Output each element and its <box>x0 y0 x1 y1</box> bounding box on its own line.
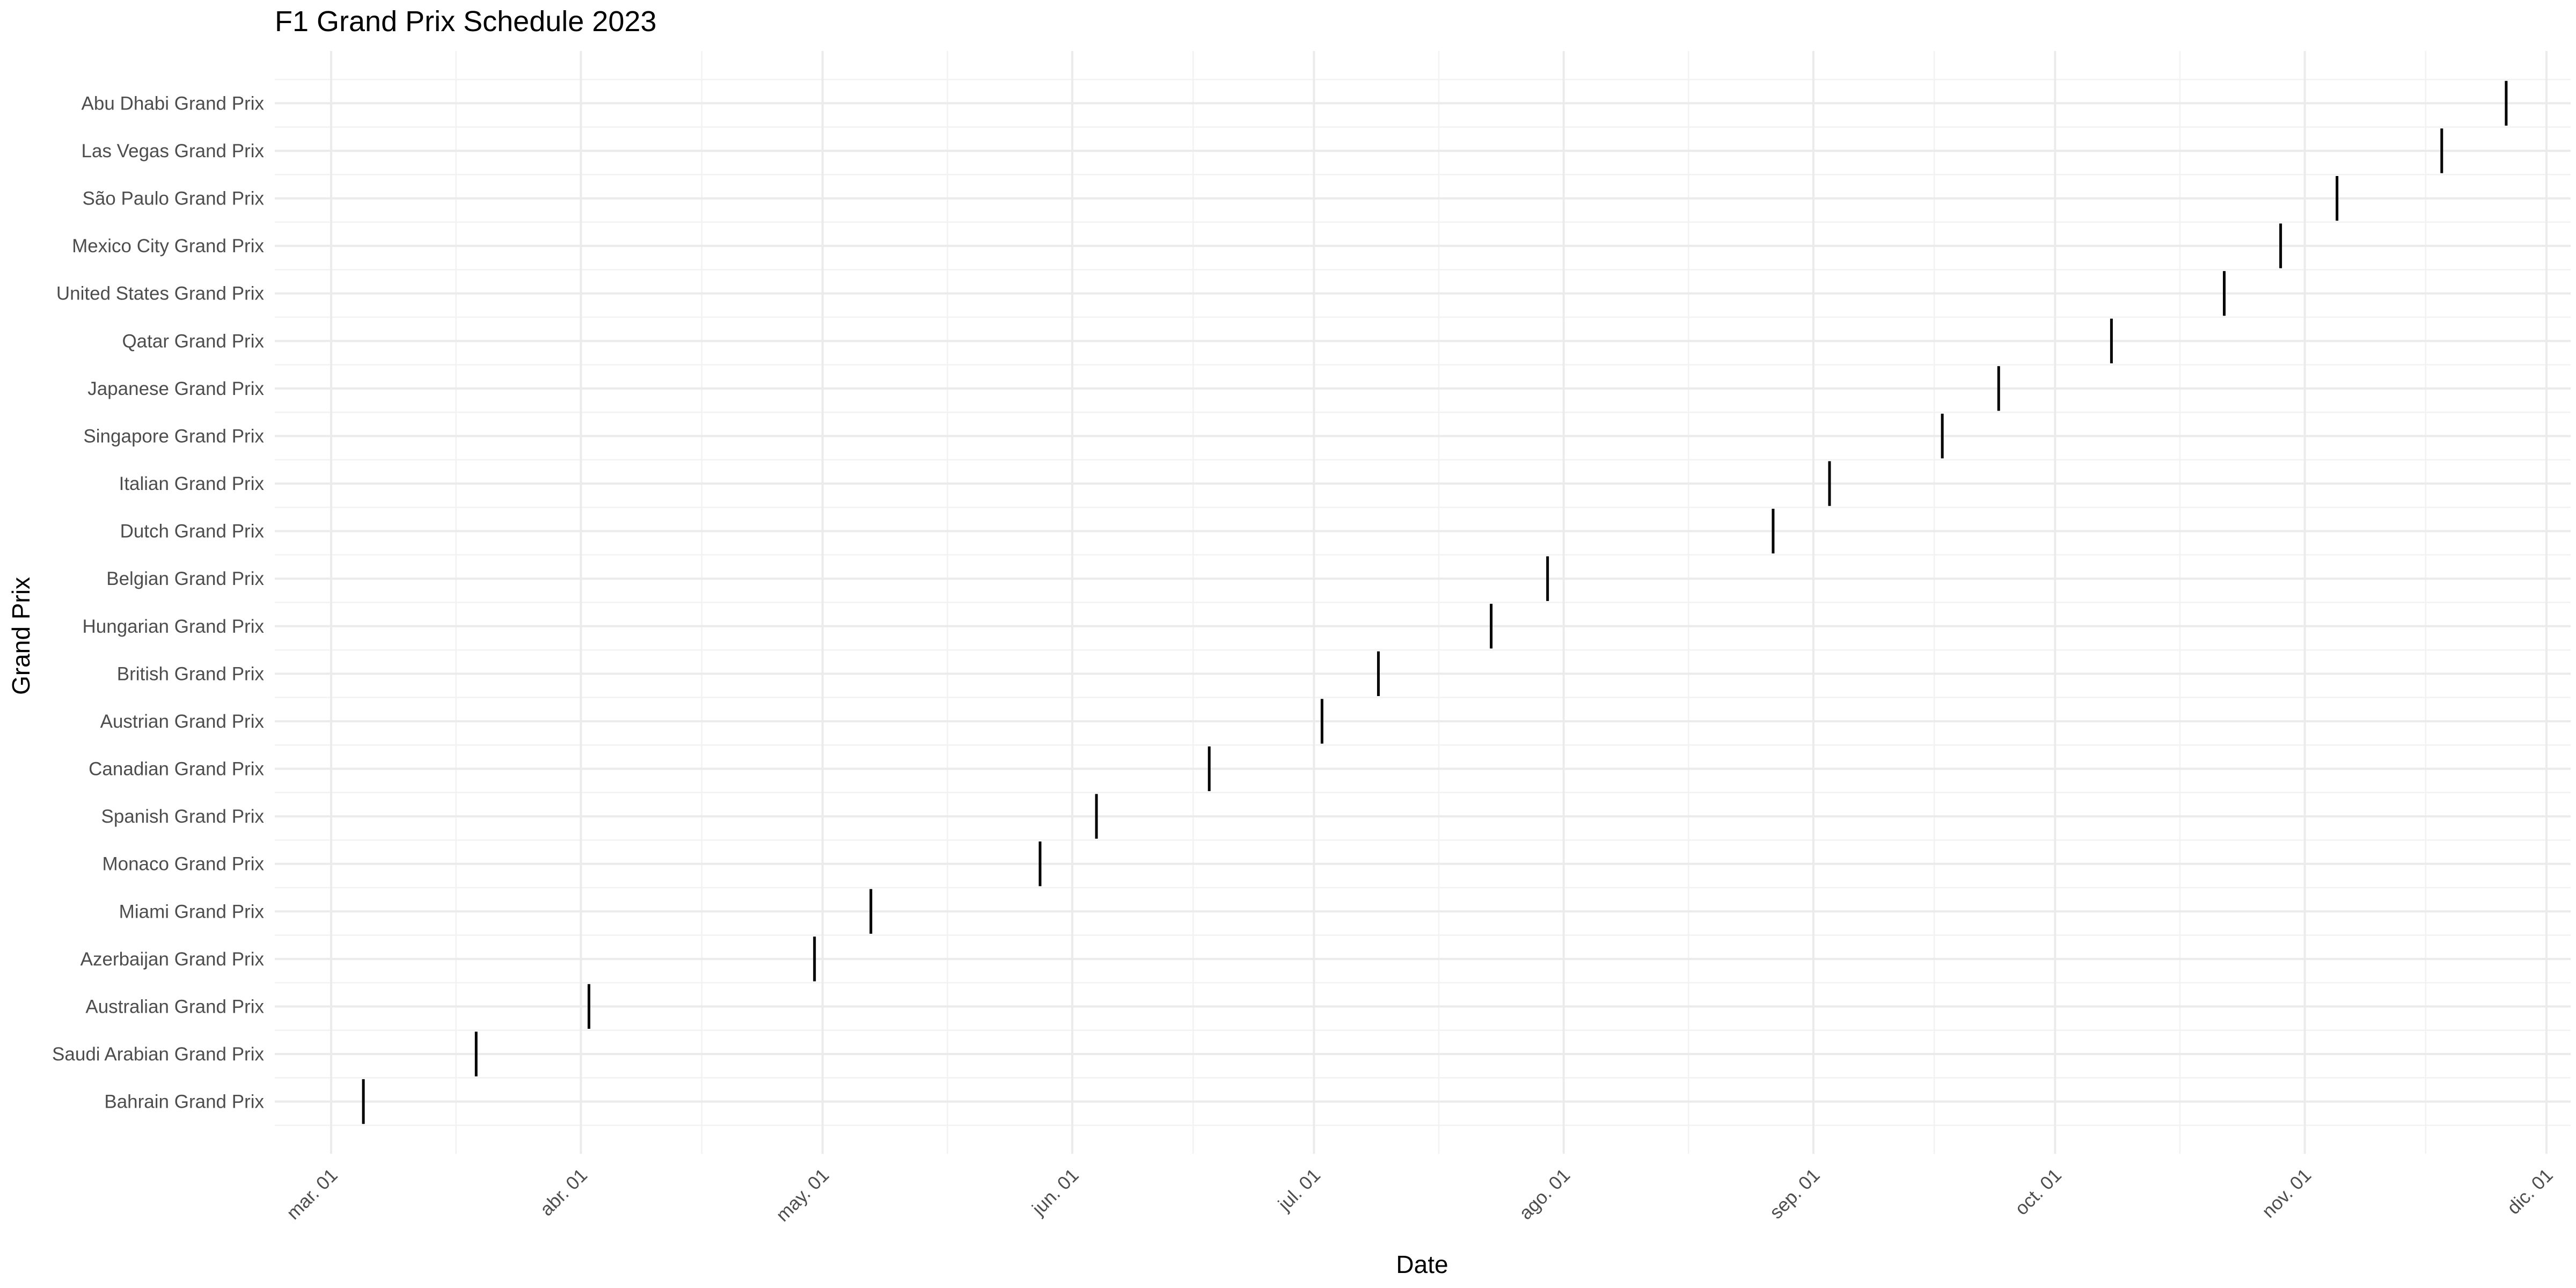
x-tick-label: jul. 01 <box>1274 1165 1324 1215</box>
x-tick-label: jun. 01 <box>1028 1165 1083 1220</box>
y-tick-label: Australian Grand Prix <box>85 996 264 1017</box>
x-axis-tick-labels: mar. 01 abr. 01 may. 01 jun. 01 jul. 01 ago. … <box>283 1165 2557 1226</box>
y-tick-label: Italian Grand Prix <box>119 473 265 494</box>
y-tick-label: Hungarian Grand Prix <box>83 616 265 637</box>
major-gridlines-x <box>330 51 2548 1154</box>
x-tick-label: may. 01 <box>772 1165 833 1226</box>
x-axis-title: Date <box>1396 1250 1448 1278</box>
race-date-marks <box>362 80 2508 1124</box>
y-tick-label: British Grand Prix <box>117 663 265 684</box>
x-tick-label: sep. 01 <box>1766 1165 1824 1223</box>
y-axis-title: Grand Prix <box>7 577 35 695</box>
y-axis-tick-labels: Bahrain Grand Prix Saudi Arabian Grand Pr… <box>52 93 264 1112</box>
y-tick-label: Miami Grand Prix <box>119 901 265 922</box>
y-tick-label: Japanese Grand Prix <box>87 378 264 399</box>
x-tick-label: abr. 01 <box>536 1165 591 1220</box>
y-tick-label: São Paulo Grand Prix <box>82 188 264 209</box>
y-tick-label: Singapore Grand Prix <box>83 426 264 447</box>
y-tick-label: Monaco Grand Prix <box>102 854 264 875</box>
y-tick-label: Canadian Grand Prix <box>89 759 264 780</box>
minor-gridlines-y <box>275 78 2571 1126</box>
y-tick-label: Saudi Arabian Grand Prix <box>52 1044 264 1065</box>
x-tick-label: ago. 01 <box>1515 1165 1574 1224</box>
y-tick-label: United States Grand Prix <box>56 283 265 304</box>
y-tick-label: Las Vegas Grand Prix <box>82 141 265 162</box>
chart-title: F1 Grand Prix Schedule 2023 <box>275 5 656 38</box>
x-tick-label: oct. 01 <box>2011 1165 2066 1219</box>
x-tick-label: mar. 01 <box>283 1165 342 1224</box>
major-gridlines-y <box>275 102 2571 1103</box>
y-tick-label: Azerbaijan Grand Prix <box>80 949 265 970</box>
y-tick-label: Dutch Grand Prix <box>120 521 265 542</box>
x-tick-label: nov. 01 <box>2258 1165 2315 1222</box>
x-tick-label: dic. 01 <box>2503 1165 2557 1218</box>
y-tick-label: Spanish Grand Prix <box>101 806 265 827</box>
plot-panel <box>275 51 2571 1154</box>
y-tick-label: Qatar Grand Prix <box>122 331 264 352</box>
y-tick-label: Abu Dhabi Grand Prix <box>82 93 265 114</box>
y-tick-label: Mexico City Grand Prix <box>72 236 264 257</box>
y-tick-label: Austrian Grand Prix <box>100 711 265 732</box>
y-tick-label: Belgian Grand Prix <box>106 568 264 589</box>
y-tick-label: Bahrain Grand Prix <box>104 1092 264 1113</box>
